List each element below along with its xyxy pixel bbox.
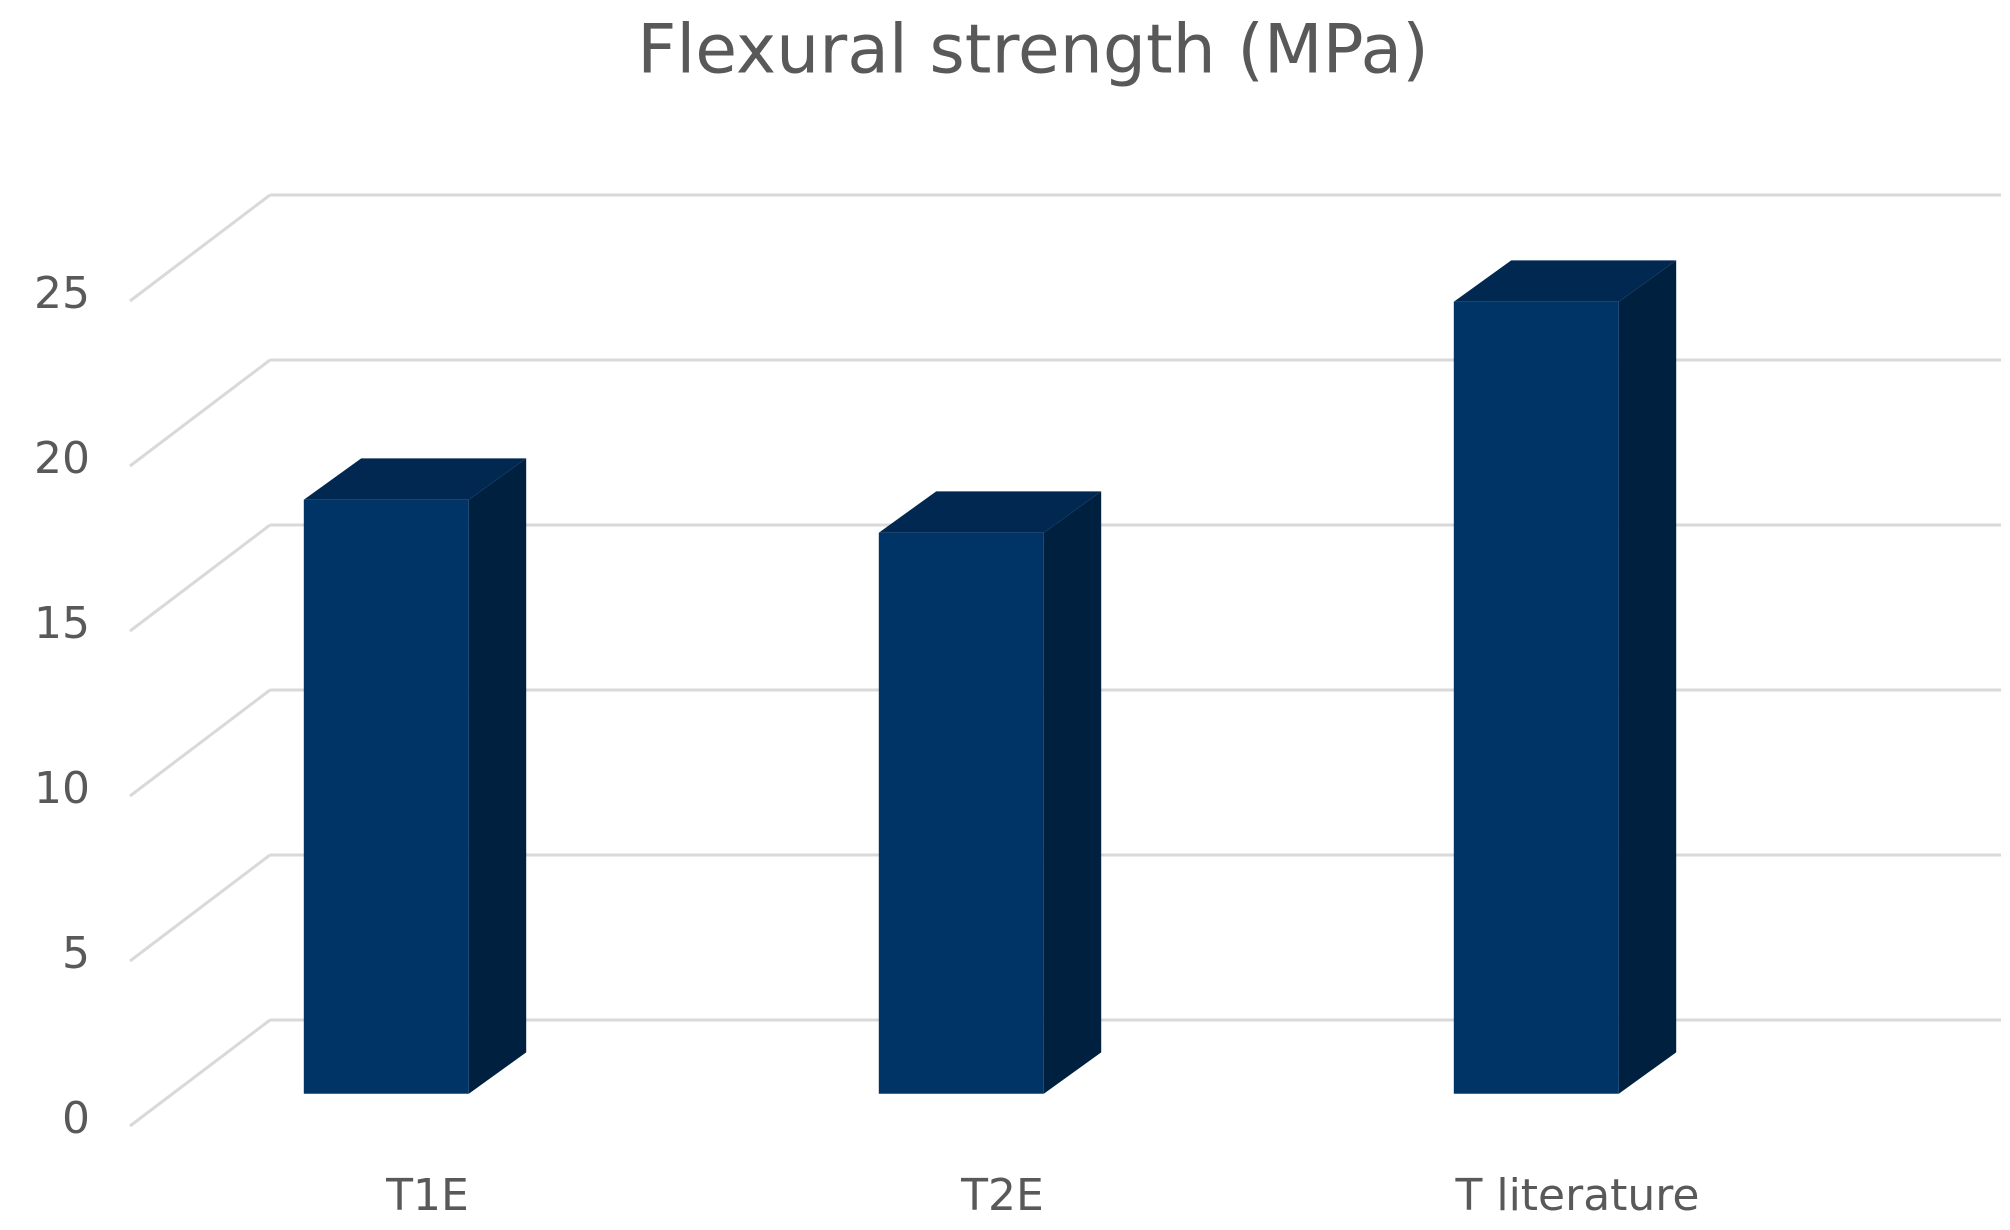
bar-top — [878, 491, 1102, 533]
bar — [1453, 301, 1619, 1094]
chart-title: Flexural strength (MPa) — [637, 11, 1429, 90]
x-tick-label: T literature — [1454, 1170, 1699, 1221]
y-tick-label: 15 — [34, 598, 90, 649]
bar-top — [1453, 260, 1677, 302]
bar — [303, 499, 469, 1094]
grid-line-depth — [129, 853, 271, 963]
grid-line-depth — [129, 358, 271, 468]
y-tick-label: 0 — [62, 1093, 90, 1144]
bar-top — [303, 458, 527, 500]
y-tick-label: 10 — [34, 763, 90, 814]
grid-line-depth — [129, 1018, 271, 1128]
x-tick-label: T2E — [960, 1170, 1044, 1221]
bar-side — [1043, 491, 1102, 1094]
grid-line-depth — [129, 523, 271, 633]
y-tick-label: 20 — [34, 433, 90, 484]
y-tick-label: 25 — [34, 268, 90, 319]
bar-side — [1618, 260, 1677, 1094]
bar-side — [468, 458, 527, 1094]
x-tick-label: T1E — [385, 1170, 469, 1221]
grid-line-depth — [129, 688, 271, 798]
y-tick-label: 5 — [62, 928, 90, 979]
grid-line-depth — [129, 193, 271, 303]
bar — [878, 532, 1044, 1094]
